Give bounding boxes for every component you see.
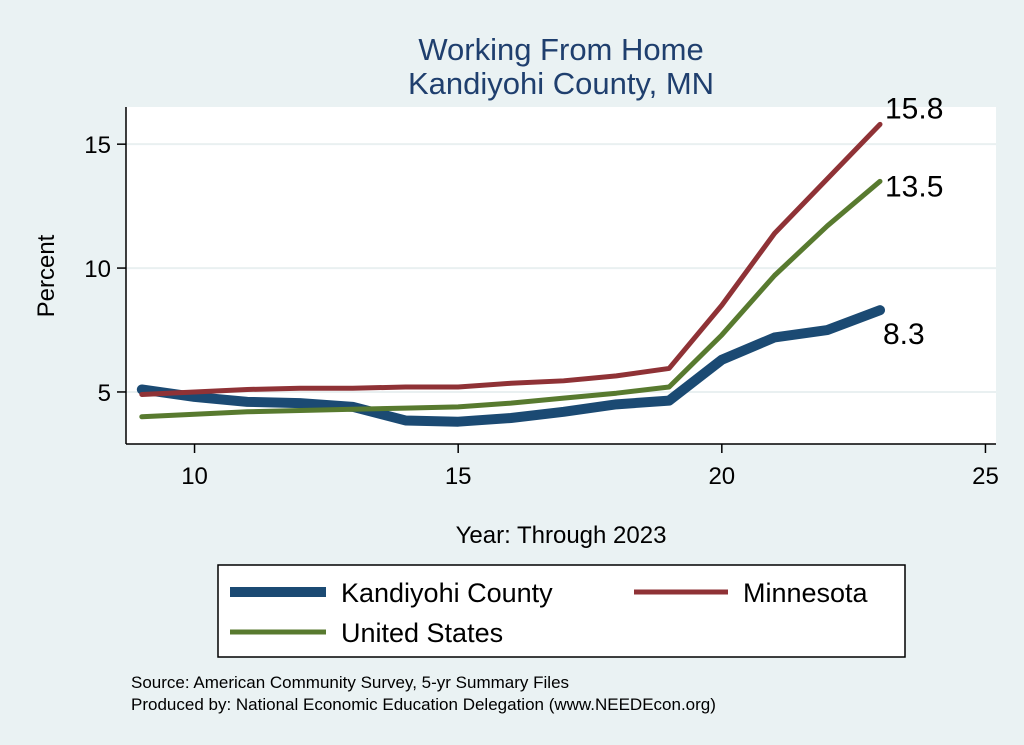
end-label-united-states: 13.5: [885, 170, 943, 203]
y-tick-label: 15: [84, 132, 111, 159]
legend-box: [217, 564, 906, 658]
legend-label-kandiyohi: Kandiyohi County: [341, 578, 553, 608]
x-tick-label: 25: [972, 463, 999, 490]
grid-lines: [126, 143, 996, 393]
source-note: Source: American Community Survey, 5-yr …: [131, 673, 569, 692]
series-line-kandiyohi: [136, 305, 885, 427]
end-label-minnesota: 15.8: [885, 92, 943, 125]
chart-subtitle: Kandiyohi County, MN: [408, 66, 714, 101]
series-line-minnesota: [139, 121, 883, 397]
end-label-kandiyohi: 8.3: [883, 318, 925, 351]
series-line-united-states: [139, 178, 883, 420]
y-axis-title: Percent: [33, 234, 60, 317]
producer-note: Produced by: National Economic Education…: [131, 695, 716, 714]
legend: Kandiyohi County Minnesota United States: [217, 564, 906, 658]
legend-label-minnesota: Minnesota: [743, 578, 869, 608]
x-tick-label: 10: [181, 463, 208, 490]
legend-label-united-states: United States: [341, 618, 503, 648]
x-tick-label: 15: [445, 463, 472, 490]
chart-title: Working From Home: [418, 32, 703, 67]
end-labels: 8.3 15.8 13.5: [883, 92, 943, 351]
plot-area: [126, 107, 996, 444]
series-lines: [136, 121, 885, 427]
x-axis-title: Year: Through 2023: [456, 522, 667, 549]
y-tick-label: 5: [98, 380, 111, 407]
axes: 5 10 15 10 15 20 25: [84, 107, 999, 490]
x-tick-label: 20: [708, 463, 735, 490]
y-tick-label: 10: [84, 256, 111, 283]
